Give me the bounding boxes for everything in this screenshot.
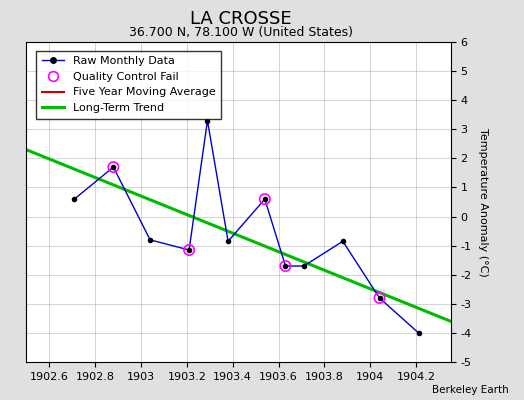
Text: Berkeley Earth: Berkeley Earth xyxy=(432,385,508,395)
Y-axis label: Temperature Anomaly (°C): Temperature Anomaly (°C) xyxy=(478,128,488,276)
Point xyxy=(109,164,117,170)
Point xyxy=(260,196,269,202)
Text: LA CROSSE: LA CROSSE xyxy=(190,10,292,28)
Point xyxy=(281,263,290,269)
Point xyxy=(185,247,193,253)
Text: 36.700 N, 78.100 W (United States): 36.700 N, 78.100 W (United States) xyxy=(129,26,353,39)
Legend: Raw Monthly Data, Quality Control Fail, Five Year Moving Average, Long-Term Tren: Raw Monthly Data, Quality Control Fail, … xyxy=(36,51,221,118)
Point xyxy=(375,295,384,301)
